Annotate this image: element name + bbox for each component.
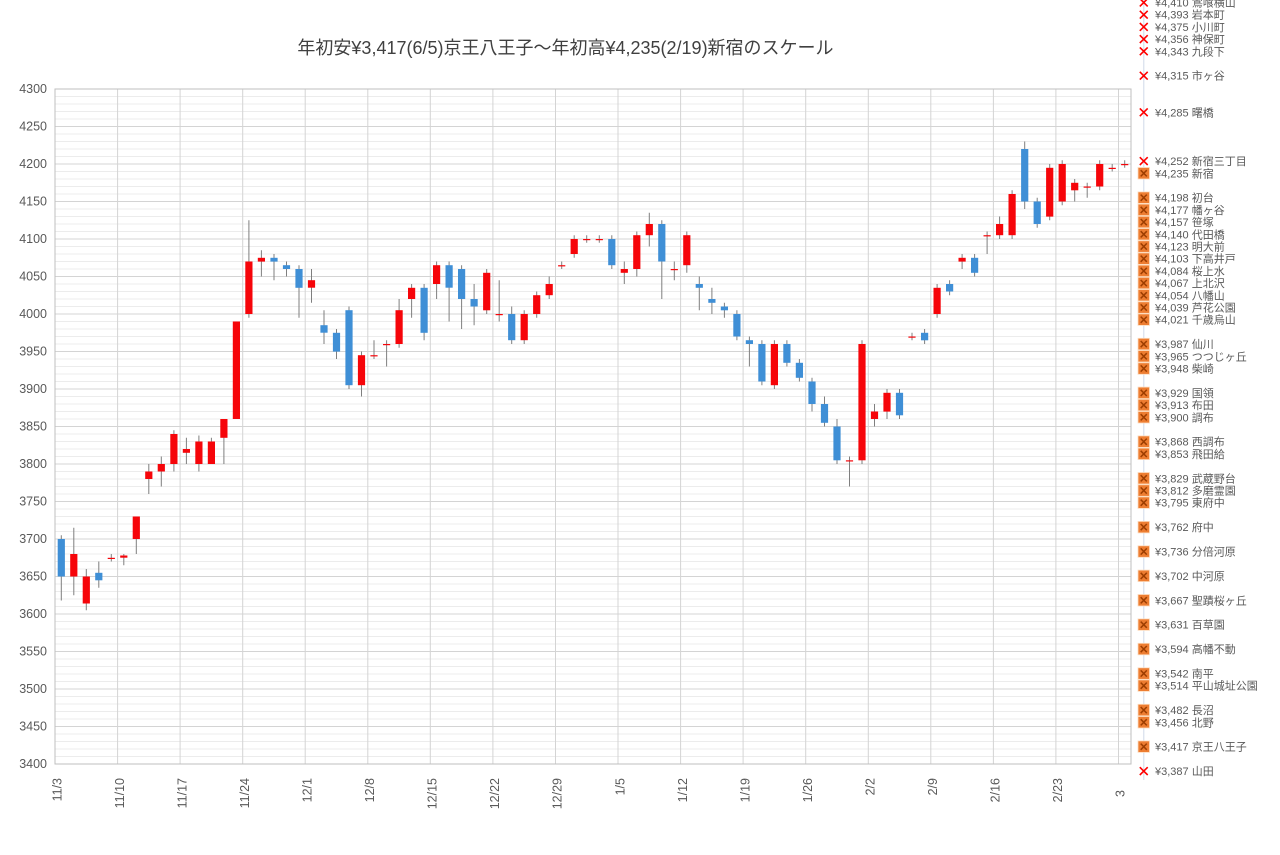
svg-text:¥3,736 分倍河原: ¥3,736 分倍河原 xyxy=(1154,545,1236,559)
svg-text:¥3,702 中河原: ¥3,702 中河原 xyxy=(1154,570,1225,583)
svg-text:3450: 3450 xyxy=(19,720,47,734)
svg-text:¥3,853 飛田給: ¥3,853 飛田給 xyxy=(1154,447,1225,461)
svg-text:4000: 4000 xyxy=(19,307,47,321)
svg-text:3600: 3600 xyxy=(19,607,47,621)
svg-text:¥3,387 山田: ¥3,387 山田 xyxy=(1154,765,1214,778)
svg-text:3900: 3900 xyxy=(19,382,47,396)
svg-text:1/12: 1/12 xyxy=(676,778,690,802)
svg-text:¥3,542 南平: ¥3,542 南平 xyxy=(1154,668,1214,681)
svg-text:¥3,667 聖蹟桜ヶ丘: ¥3,667 聖蹟桜ヶ丘 xyxy=(1154,593,1247,607)
svg-text:¥3,987 仙川: ¥3,987 仙川 xyxy=(1154,338,1214,351)
svg-text:3800: 3800 xyxy=(19,457,47,471)
svg-text:¥3,900 調布: ¥3,900 調布 xyxy=(1154,410,1214,424)
svg-text:¥4,198 初台: ¥4,198 初台 xyxy=(1154,191,1214,205)
svg-text:11/3: 11/3 xyxy=(50,778,64,801)
svg-text:2/9: 2/9 xyxy=(926,778,940,795)
svg-text:11/10: 11/10 xyxy=(113,778,127,808)
svg-text:12/22: 12/22 xyxy=(488,778,502,809)
svg-text:¥4,356 神保町: ¥4,356 神保町 xyxy=(1154,32,1225,46)
svg-text:¥4,343 九段下: ¥4,343 九段下 xyxy=(1154,44,1225,58)
svg-text:2/23: 2/23 xyxy=(1051,778,1065,802)
svg-text:¥3,868 西調布: ¥3,868 西調布 xyxy=(1154,435,1225,449)
svg-text:¥3,965 つつじヶ丘: ¥3,965 つつじヶ丘 xyxy=(1154,350,1247,363)
svg-text:¥4,140 代田橋: ¥4,140 代田橋 xyxy=(1154,227,1225,241)
svg-text:4300: 4300 xyxy=(19,82,47,96)
svg-text:¥3,913 布田: ¥3,913 布田 xyxy=(1154,399,1214,412)
svg-text:3: 3 xyxy=(1114,790,1128,797)
svg-text:12/29: 12/29 xyxy=(551,778,565,809)
svg-text:¥3,929 国領: ¥3,929 国領 xyxy=(1154,386,1214,400)
svg-text:¥4,285 曙橋: ¥4,285 曙橋 xyxy=(1154,105,1214,119)
svg-text:¥3,417 京王八王子: ¥3,417 京王八王子 xyxy=(1154,740,1247,754)
svg-text:¥3,795 東府中: ¥3,795 東府中 xyxy=(1154,496,1225,510)
svg-text:¥4,410 鴬喰横山: ¥4,410 鴬喰横山 xyxy=(1154,0,1236,10)
svg-text:11/24: 11/24 xyxy=(238,778,252,808)
svg-text:1/26: 1/26 xyxy=(801,778,815,802)
svg-text:¥4,252 新宿三丁目: ¥4,252 新宿三丁目 xyxy=(1154,154,1247,168)
svg-text:¥3,812 多磨霊園: ¥3,812 多磨霊園 xyxy=(1154,484,1236,498)
svg-text:¥4,021 千歳烏山: ¥4,021 千歳烏山 xyxy=(1154,313,1236,327)
svg-text:12/1: 12/1 xyxy=(301,778,315,802)
svg-text:¥3,514 平山城址公園: ¥3,514 平山城址公園 xyxy=(1154,679,1258,693)
svg-text:4050: 4050 xyxy=(19,270,47,284)
svg-text:12/15: 12/15 xyxy=(426,778,440,809)
svg-text:¥4,123 明大前: ¥4,123 明大前 xyxy=(1154,240,1225,254)
svg-text:¥4,315 市ヶ谷: ¥4,315 市ヶ谷 xyxy=(1154,69,1225,83)
svg-text:¥4,103 下高井戸: ¥4,103 下高井戸 xyxy=(1154,252,1236,266)
svg-text:3700: 3700 xyxy=(19,532,47,546)
svg-text:¥3,829 武蔵野台: ¥3,829 武蔵野台 xyxy=(1154,471,1236,485)
svg-text:3550: 3550 xyxy=(19,645,47,659)
svg-text:¥3,456 北野: ¥3,456 北野 xyxy=(1154,716,1214,729)
svg-text:3400: 3400 xyxy=(19,757,47,771)
svg-text:¥4,235 新宿: ¥4,235 新宿 xyxy=(1154,166,1214,180)
svg-text:4250: 4250 xyxy=(19,120,47,134)
svg-text:1/19: 1/19 xyxy=(738,778,752,802)
svg-text:¥4,393 岩本町: ¥4,393 岩本町 xyxy=(1154,8,1225,22)
svg-text:2/16: 2/16 xyxy=(989,778,1003,802)
svg-text:¥4,067 上北沢: ¥4,067 上北沢 xyxy=(1154,276,1225,290)
svg-text:3950: 3950 xyxy=(19,345,47,359)
svg-text:1/5: 1/5 xyxy=(613,778,627,795)
svg-text:¥3,482 長沼: ¥3,482 長沼 xyxy=(1154,703,1214,717)
svg-text:12/8: 12/8 xyxy=(363,778,377,802)
svg-text:¥4,375 小川町: ¥4,375 小川町 xyxy=(1154,21,1225,34)
svg-text:¥3,631 百草園: ¥3,631 百草園 xyxy=(1154,619,1225,632)
svg-text:3850: 3850 xyxy=(19,420,47,434)
svg-text:3750: 3750 xyxy=(19,495,47,509)
svg-text:¥4,177 幡ヶ谷: ¥4,177 幡ヶ谷 xyxy=(1154,203,1225,217)
svg-text:4150: 4150 xyxy=(19,195,47,209)
svg-text:4100: 4100 xyxy=(19,232,47,246)
svg-text:¥4,054 八幡山: ¥4,054 八幡山 xyxy=(1154,288,1225,302)
svg-text:¥3,762 府中: ¥3,762 府中 xyxy=(1154,520,1214,534)
svg-text:¥3,594 高幡不動: ¥3,594 高幡不動 xyxy=(1154,642,1236,656)
svg-text:3650: 3650 xyxy=(19,570,47,584)
svg-text:¥3,948 柴崎: ¥3,948 柴崎 xyxy=(1154,362,1214,376)
svg-text:4200: 4200 xyxy=(19,157,47,171)
svg-text:2/2: 2/2 xyxy=(864,778,878,795)
svg-text:3500: 3500 xyxy=(19,682,47,696)
svg-text:11/17: 11/17 xyxy=(175,778,189,808)
svg-text:¥4,039 芦花公園: ¥4,039 芦花公園 xyxy=(1154,302,1236,315)
svg-text:¥4,084 桜上水: ¥4,084 桜上水 xyxy=(1154,264,1225,278)
svg-text:¥4,157 笹塚: ¥4,157 笹塚 xyxy=(1154,216,1214,229)
